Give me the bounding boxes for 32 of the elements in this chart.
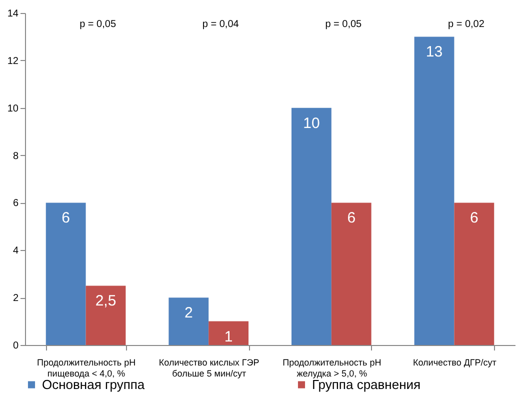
y-tick-label: 8	[12, 150, 19, 162]
bar	[454, 202, 494, 345]
bar	[168, 298, 209, 345]
x-tick-label: Количество ДГР/сут	[412, 358, 496, 368]
data-label: 6	[347, 210, 356, 227]
y-tick-label: 10	[7, 103, 19, 114]
data-label: 13	[426, 44, 443, 61]
bar	[86, 286, 126, 345]
data-label: 6	[470, 210, 478, 227]
y-tick-label: 0	[12, 340, 19, 352]
data-label: 1	[224, 328, 233, 346]
data-label: 2	[184, 304, 193, 322]
y-tick-label: 2	[12, 293, 19, 304]
data-label: 10	[303, 114, 320, 132]
x-tick-label: Продолжительность pH желудка > 5,0, %	[282, 358, 382, 378]
y-tick-label: 4	[12, 246, 19, 257]
bar	[208, 321, 249, 345]
annotation: p = 0,05	[325, 19, 362, 30]
annotation: p = 0,04	[202, 19, 240, 30]
data-label: 6	[62, 210, 70, 227]
y-tick-label: 12	[7, 56, 19, 67]
annotation: p = 0,02	[448, 19, 485, 30]
y-tick-label: 6	[12, 198, 19, 210]
x-tick-label: Количество кислых ГЭР больше 5 мин/сут	[158, 358, 260, 378]
annotation: p = 0,05	[80, 19, 116, 30]
bar	[291, 108, 332, 345]
bar	[414, 36, 454, 345]
bar	[331, 202, 372, 345]
bar	[46, 202, 86, 345]
x-tick-label: Продолжительность pH пищевода < 4,0, %	[36, 358, 136, 378]
y-tick-label: 14	[7, 8, 19, 20]
data-label: 2,5	[95, 292, 116, 310]
